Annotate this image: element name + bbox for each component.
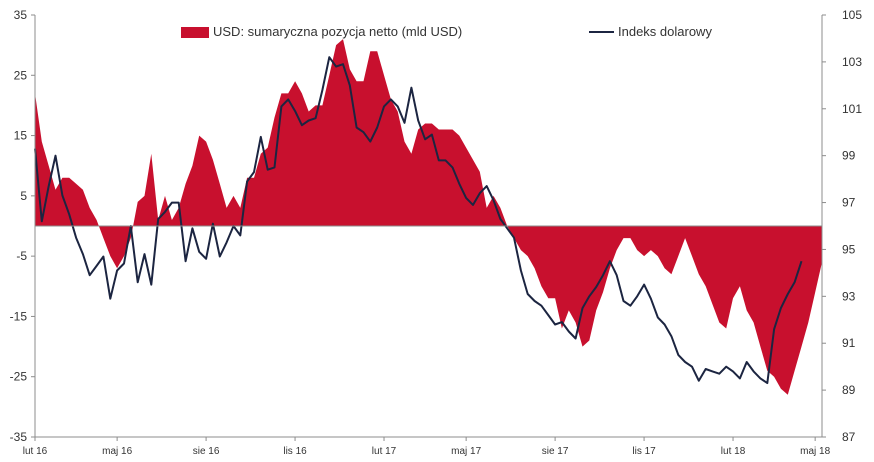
legend-label-net-position: USD: sumaryczna pozycja netto (mld USD) — [213, 24, 462, 39]
left-tick-label: -35 — [10, 430, 28, 444]
right-tick-label: 95 — [842, 242, 856, 256]
left-tick-label: 15 — [14, 129, 28, 143]
right-tick-label: 91 — [842, 336, 856, 350]
x-tick-label: lut 16 — [23, 446, 48, 457]
x-tick-label: lut 17 — [372, 446, 397, 457]
x-tick-label: maj 16 — [102, 446, 132, 457]
legend-swatch-net-position — [181, 27, 209, 38]
x-tick-label: lut 18 — [721, 446, 746, 457]
right-tick-label: 101 — [842, 102, 862, 116]
right-tick-label: 97 — [842, 196, 856, 210]
left-tick-label: 5 — [20, 189, 27, 203]
x-tick-label: maj 17 — [451, 446, 481, 457]
right-tick-label: 105 — [842, 8, 862, 22]
legend-label-dollar-index: Indeks dolarowy — [618, 24, 712, 39]
right-tick-label: 103 — [842, 55, 862, 69]
x-tick-label: lis 17 — [632, 446, 656, 457]
right-tick-label: 89 — [842, 383, 856, 397]
right-tick-label: 93 — [842, 289, 856, 303]
x-tick-label: maj 18 — [800, 446, 830, 457]
left-tick-label: -5 — [16, 249, 27, 263]
x-tick-label: sie 16 — [193, 446, 220, 457]
legend: USD: sumaryczna pozycja netto (mld USD) … — [181, 24, 712, 39]
left-tick-label: 25 — [14, 68, 28, 82]
right-tick-label: 87 — [842, 430, 856, 444]
x-tick-label: lis 16 — [283, 446, 307, 457]
left-tick-label: 35 — [14, 8, 28, 22]
axes-layer: 35 25 15 5 -5 -15 -25 -35 105 103 101 99 97 95 93 91 89 8… — [10, 8, 863, 457]
dollar-index-line — [34, 56, 803, 385]
x-tick-label: sie 17 — [542, 446, 569, 457]
net-position-area-layer — [35, 39, 822, 395]
left-tick-label: -25 — [10, 370, 28, 384]
dollar-index-line-layer — [34, 56, 803, 385]
right-tick-label: 99 — [842, 149, 856, 163]
net-position-area — [35, 39, 822, 395]
left-tick-label: -15 — [10, 309, 28, 323]
